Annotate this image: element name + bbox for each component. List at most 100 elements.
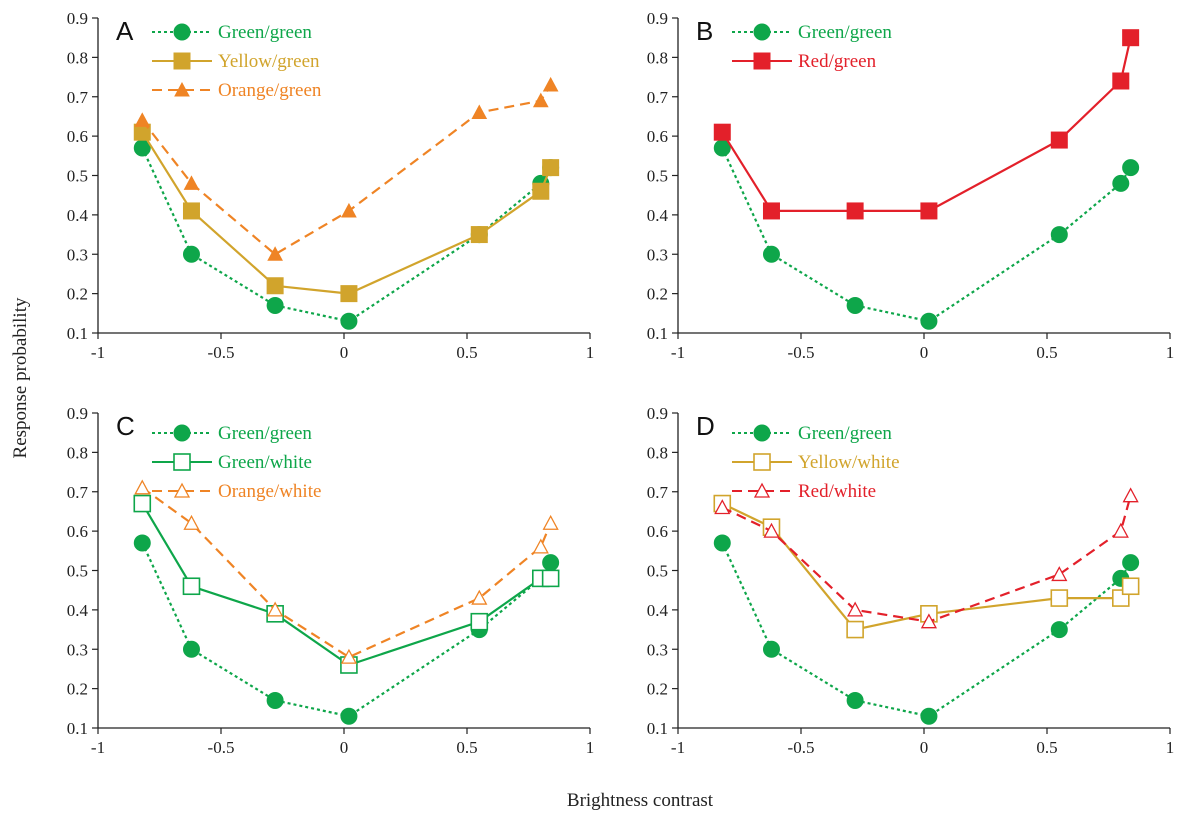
panel-c-series-0-point xyxy=(182,640,200,658)
panel-c: 0.10.20.30.40.50.60.70.80.9-1 -0.5 0 0.5 1C G… xyxy=(67,404,595,757)
panel-d-series-2-point xyxy=(714,499,731,515)
panel-c-series-2-point xyxy=(267,601,284,617)
panel-a-x-tick-label: -1 xyxy=(91,343,105,362)
panel-d-series-2 xyxy=(714,487,1139,629)
panel-d-series-2-point xyxy=(1051,566,1068,582)
panel-b-x-tick-label: 0.5 xyxy=(1036,343,1057,362)
panel-d-series-2-point xyxy=(920,613,938,629)
panel-a-x-tick-label: 1 xyxy=(586,343,595,362)
panel-c-x-tick-label: 1 xyxy=(586,738,595,757)
panel-a-legend-marker xyxy=(174,81,190,97)
panel-b-series-0-point xyxy=(1112,174,1130,192)
panel-d-legend: Green/green Yellow/white Red/white xyxy=(732,423,900,502)
panel-a-label: A xyxy=(116,16,134,46)
panel-c-y-tick-label: 0.9 xyxy=(67,404,88,423)
panel-a-legend-marker xyxy=(173,52,191,70)
panel-d-series-0-point xyxy=(846,691,864,709)
panel-b-x-tick-label: 1 xyxy=(1166,343,1175,362)
panel-b-series-1-point xyxy=(713,123,731,141)
panel-a-y-tick-label: 0.8 xyxy=(67,48,88,67)
panel-c-x-tick-label: 0 xyxy=(340,738,349,757)
panel-a-y-tick-label: 0.6 xyxy=(67,127,88,146)
panel-d-y-tick-label: 0.3 xyxy=(647,640,668,659)
panel-d-x-tick-label: -0.5 xyxy=(788,738,815,757)
panel-b-y-tick-label: 0.8 xyxy=(647,48,668,67)
panel-d-x-tick-label: 1 xyxy=(1166,738,1175,757)
panel-a-series-2 xyxy=(134,76,559,261)
panel-b-series-0 xyxy=(713,139,1140,330)
panel-a-y-tick-label: 0.9 xyxy=(67,9,88,28)
panel-d-series-2-line xyxy=(721,495,1132,623)
panel-c-y-tick-label: 0.3 xyxy=(67,640,88,659)
panel-a-series-1-point xyxy=(542,159,560,177)
panel-b-series-0-line xyxy=(721,147,1132,323)
panel-b-legend-label: Green/green xyxy=(798,22,892,43)
panel-d-series-0-point xyxy=(920,707,938,725)
panel-b-series-0-point xyxy=(1122,159,1140,177)
panel-b-series-1-point xyxy=(1050,131,1068,149)
panel-c-series-2-point xyxy=(532,538,549,554)
panel-d-series-0-point xyxy=(713,534,731,552)
panel-a-series-1-point xyxy=(266,277,284,295)
panel-b-y-tick-label: 0.6 xyxy=(647,127,668,146)
panel-c-series-0-line xyxy=(141,542,552,718)
panel-d-y-tick-label: 0.1 xyxy=(647,719,668,738)
panel-d-y-tick-label: 0.9 xyxy=(647,404,668,423)
panel-c-series-1-point xyxy=(182,577,201,596)
panel-d-series-2-point xyxy=(847,601,864,617)
panel-c-legend-label: Green/white xyxy=(218,452,312,473)
panel-c-series-1-point xyxy=(541,569,560,588)
panel-a-series-0-point xyxy=(182,245,200,263)
panel-c-legend: Green/green Green/white Orange/white xyxy=(152,423,321,502)
panel-d-legend-marker xyxy=(753,453,771,471)
panel-a-x-tick-label: 0 xyxy=(340,343,349,362)
panels: 0.10.20.30.40.50.60.70.80.9-1 -0.5 0 0.5 1A G… xyxy=(67,9,1175,757)
panel-b-label: B xyxy=(696,16,713,46)
panel-c-series-2-point xyxy=(134,479,151,495)
panel-b-x-tick-label: -1 xyxy=(671,343,685,362)
panel-a-y-tick-label: 0.7 xyxy=(67,88,89,107)
panel-a-series-1 xyxy=(133,123,560,303)
panel-a-series-1-point xyxy=(182,202,200,220)
x-axis-title: Brightness contrast xyxy=(567,790,714,811)
panel-c-y-tick-label: 0.5 xyxy=(67,562,88,581)
panel-d-label: D xyxy=(696,411,715,441)
panel-d-series-0-line xyxy=(721,542,1132,718)
panel-a-legend: Green/green Yellow/green Orange/green xyxy=(152,22,322,101)
panel-a-series-2-point xyxy=(134,112,151,127)
panel-b-series-1 xyxy=(713,29,1140,220)
panel-a-series-1-point xyxy=(470,226,488,244)
panel-c-legend-marker xyxy=(173,482,191,498)
panel-a-y-tick-label: 0.5 xyxy=(67,167,88,186)
panel-b-series-1-point xyxy=(1122,29,1140,47)
panel-c-legend-label: Green/green xyxy=(218,423,312,444)
panel-d-x-tick-label: 0 xyxy=(920,738,929,757)
panel-b-series-0-point xyxy=(1050,226,1068,244)
panel-c-y-tick-label: 0.2 xyxy=(67,680,88,699)
panel-d-series-1-point xyxy=(846,620,864,639)
panel-b-legend: Green/green Red/green xyxy=(732,22,892,72)
panel-b-series-0-point xyxy=(762,245,780,263)
panel-a-series-2-line xyxy=(141,84,552,256)
panel-c-series-1-point xyxy=(133,494,152,513)
panel-c-series-1-point xyxy=(470,612,489,631)
panel-c-series-0-point xyxy=(266,691,284,709)
panel-b-y-tick-label: 0.2 xyxy=(647,285,668,304)
panel-b-y-tick-label: 0.7 xyxy=(647,88,669,107)
panel-d-y-tick-label: 0.6 xyxy=(647,522,668,541)
panel-c-series-0-point xyxy=(133,534,151,552)
panel-a-x-tick-label: -0.5 xyxy=(208,343,235,362)
panel-c-series-2-point xyxy=(542,514,559,530)
panel-c-series-2-point xyxy=(471,589,488,605)
panel-d-x-tick-label: 0.5 xyxy=(1036,738,1057,757)
panel-c-x-tick-label: 0.5 xyxy=(456,738,477,757)
panel-c-series-1 xyxy=(133,494,560,674)
panel-a-legend-label: Green/green xyxy=(218,22,312,43)
panel-a-series-2-point xyxy=(542,76,559,92)
panel-d-series-0-point xyxy=(762,640,780,658)
panel-d-series-0-point xyxy=(1050,621,1068,639)
panel-b-series-1-point xyxy=(920,202,938,220)
panel-d-series-2-point xyxy=(1112,522,1129,538)
panel-b-series-1-point xyxy=(762,202,780,220)
